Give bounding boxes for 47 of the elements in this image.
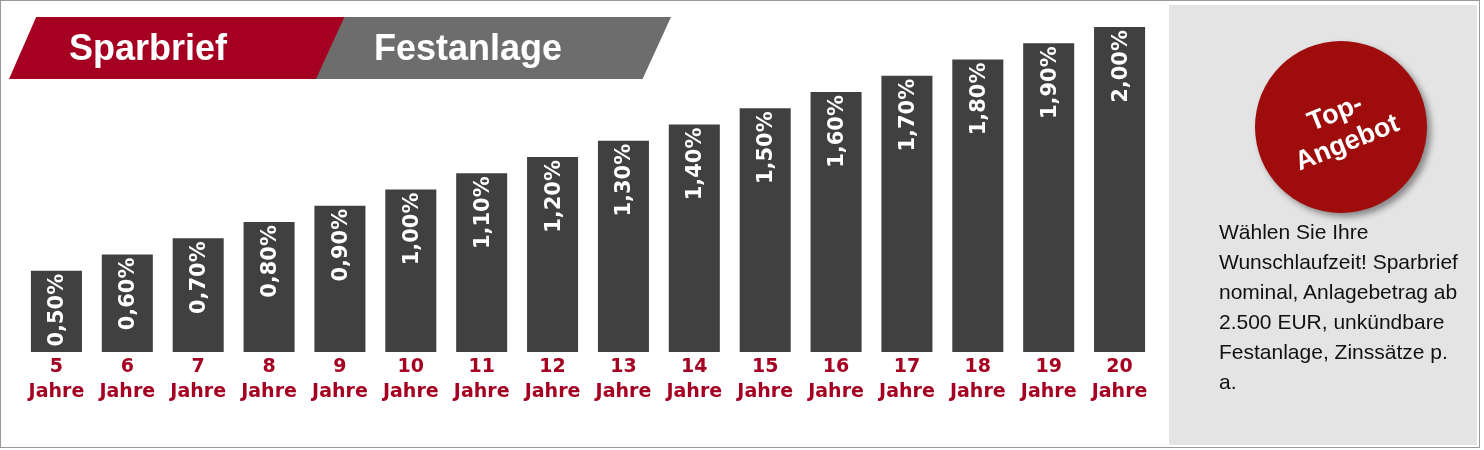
x-tick-label: 18 Jahre: [947, 354, 1006, 401]
x-tick-label: 10 Jahre: [380, 354, 439, 401]
data-label: 0,70%: [186, 241, 211, 315]
x-tick-label: 12 Jahre: [522, 354, 581, 401]
bar: [668, 124, 720, 352]
x-tick-label: 7 Jahre: [168, 354, 227, 401]
x-tick-label: 5 Jahre: [26, 354, 85, 401]
data-label: 0,50%: [44, 273, 69, 347]
data-label: 2,00%: [1107, 30, 1132, 103]
data-label: 0,80%: [257, 225, 282, 298]
data-label: 1,80%: [965, 62, 990, 136]
x-tick-label: 9 Jahre: [310, 354, 368, 401]
bar: [456, 173, 508, 352]
x-tick-label: 14 Jahre: [664, 354, 723, 401]
x-tick-label: 16 Jahre: [806, 354, 864, 401]
bar: [385, 189, 437, 352]
data-label: 1,50%: [753, 111, 778, 185]
bar: [1094, 27, 1146, 352]
data-label: 1,10%: [469, 176, 494, 250]
x-tick-label: 11 Jahre: [451, 354, 510, 401]
data-label: 1,20%: [540, 160, 565, 233]
data-label: 1,00%: [398, 192, 423, 266]
text: Wählen Sie Ihre Wunschlaufzeit! Sparbrief nominal, Anlagebetrag ab 2.500 EUR, unkündbare Festanlage, Zinssätze p. a.: [1219, 219, 1459, 395]
chart-title: Sparbrief: [69, 26, 228, 70]
x-tick-label: 13 Jahre: [593, 354, 652, 401]
x-tick-label: 6 Jahre: [97, 354, 156, 401]
data-label: 1,40%: [682, 127, 707, 201]
bar: [527, 157, 579, 352]
x-tick-label: 20 Jahre: [1089, 354, 1148, 401]
data-label: 1,30%: [611, 143, 636, 217]
data-label: 1,60%: [824, 95, 849, 168]
data-label: 0,90%: [327, 208, 352, 282]
bar: [881, 75, 933, 352]
data-label: 0,60%: [115, 257, 140, 331]
bar: [810, 92, 862, 352]
bar: [739, 108, 791, 352]
bar: [952, 59, 1004, 352]
chart-subtitle: Festanlage: [374, 26, 563, 70]
x-tick-label: 17 Jahre: [877, 354, 935, 401]
x-tick-label: 15 Jahre: [735, 354, 794, 401]
data-label: 1,70%: [894, 78, 919, 152]
data-label: 1,90%: [1036, 46, 1061, 120]
bar: [314, 205, 366, 352]
x-tick-label: 8 Jahre: [239, 354, 297, 401]
bar: [1023, 43, 1075, 352]
x-tick-label: 19 Jahre: [1018, 354, 1077, 401]
bar: [597, 140, 649, 352]
